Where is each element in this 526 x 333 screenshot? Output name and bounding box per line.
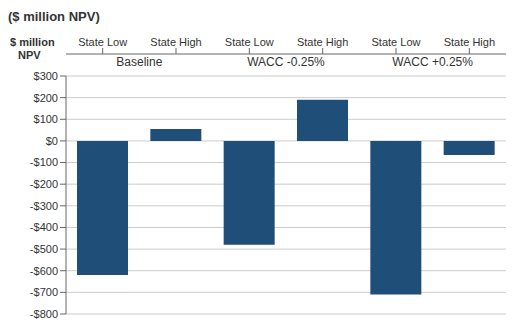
svg-text:State Low: State Low [78, 36, 127, 48]
svg-text:State Low: State Low [225, 36, 274, 48]
svg-text:$100: $100 [34, 113, 58, 125]
html-text:$ million: $ million [10, 36, 55, 48]
svg-text:-$100: -$100 [30, 156, 58, 168]
svg-text:-$200: -$200 [30, 178, 58, 190]
svg-text:$0: $0 [46, 135, 58, 147]
svg-text:-$800: -$800 [30, 308, 58, 320]
svg-text:-$700: -$700 [30, 286, 58, 298]
svg-text:$200: $200 [34, 92, 58, 104]
svg-text:-$300: -$300 [30, 200, 58, 212]
svg-text:-$400: -$400 [30, 221, 58, 233]
svg-text:State High: State High [444, 36, 495, 48]
svg-text:Baseline: Baseline [116, 55, 162, 69]
svg-text:WACC -0.25%: WACC -0.25% [247, 55, 325, 69]
html-text:NPV: NPV [18, 49, 41, 61]
svg-text:-$500: -$500 [30, 243, 58, 255]
svg-text:State High: State High [150, 36, 201, 48]
svg-text:State Low: State Low [372, 36, 421, 48]
svg-text:$300: $300 [34, 70, 58, 82]
html-text:($ million NPV): ($ million NPV) [8, 9, 100, 24]
svg-text:WACC +0.25%: WACC +0.25% [392, 55, 473, 69]
svg-text:State High: State High [297, 36, 348, 48]
svg-text:-$600: -$600 [30, 265, 58, 277]
